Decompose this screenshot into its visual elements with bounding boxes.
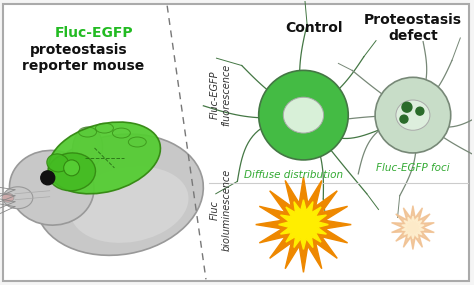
Ellipse shape (73, 127, 102, 169)
Circle shape (416, 107, 424, 115)
Ellipse shape (2, 193, 14, 202)
Ellipse shape (259, 70, 348, 160)
Text: Control: Control (286, 21, 343, 34)
Polygon shape (402, 216, 424, 239)
Ellipse shape (283, 97, 324, 133)
Circle shape (64, 160, 80, 176)
Text: Fluc-EGFP
fluorescence: Fluc-EGFP fluorescence (210, 64, 232, 126)
Polygon shape (279, 200, 328, 249)
Ellipse shape (70, 166, 189, 243)
Text: proteostasis: proteostasis (30, 42, 128, 56)
Ellipse shape (48, 122, 160, 194)
Text: Fluc
bioluminescence: Fluc bioluminescence (210, 168, 232, 251)
FancyBboxPatch shape (3, 4, 469, 281)
Circle shape (41, 171, 55, 185)
Text: Diffuse distribution: Diffuse distribution (244, 170, 343, 180)
Ellipse shape (36, 134, 203, 255)
Ellipse shape (79, 136, 97, 164)
Circle shape (400, 115, 408, 123)
Text: reporter mouse: reporter mouse (22, 59, 144, 74)
Ellipse shape (47, 154, 69, 172)
Polygon shape (255, 177, 351, 272)
Polygon shape (392, 206, 434, 249)
Text: Fluc-EGFP: Fluc-EGFP (55, 26, 133, 40)
Ellipse shape (396, 100, 430, 130)
Text: Fluc-EGFP foci: Fluc-EGFP foci (376, 163, 450, 173)
Ellipse shape (3, 187, 33, 209)
Ellipse shape (375, 77, 451, 153)
Ellipse shape (9, 150, 94, 225)
Text: Proteostasis
defect: Proteostasis defect (364, 13, 462, 43)
Circle shape (402, 102, 412, 112)
Ellipse shape (48, 153, 95, 191)
